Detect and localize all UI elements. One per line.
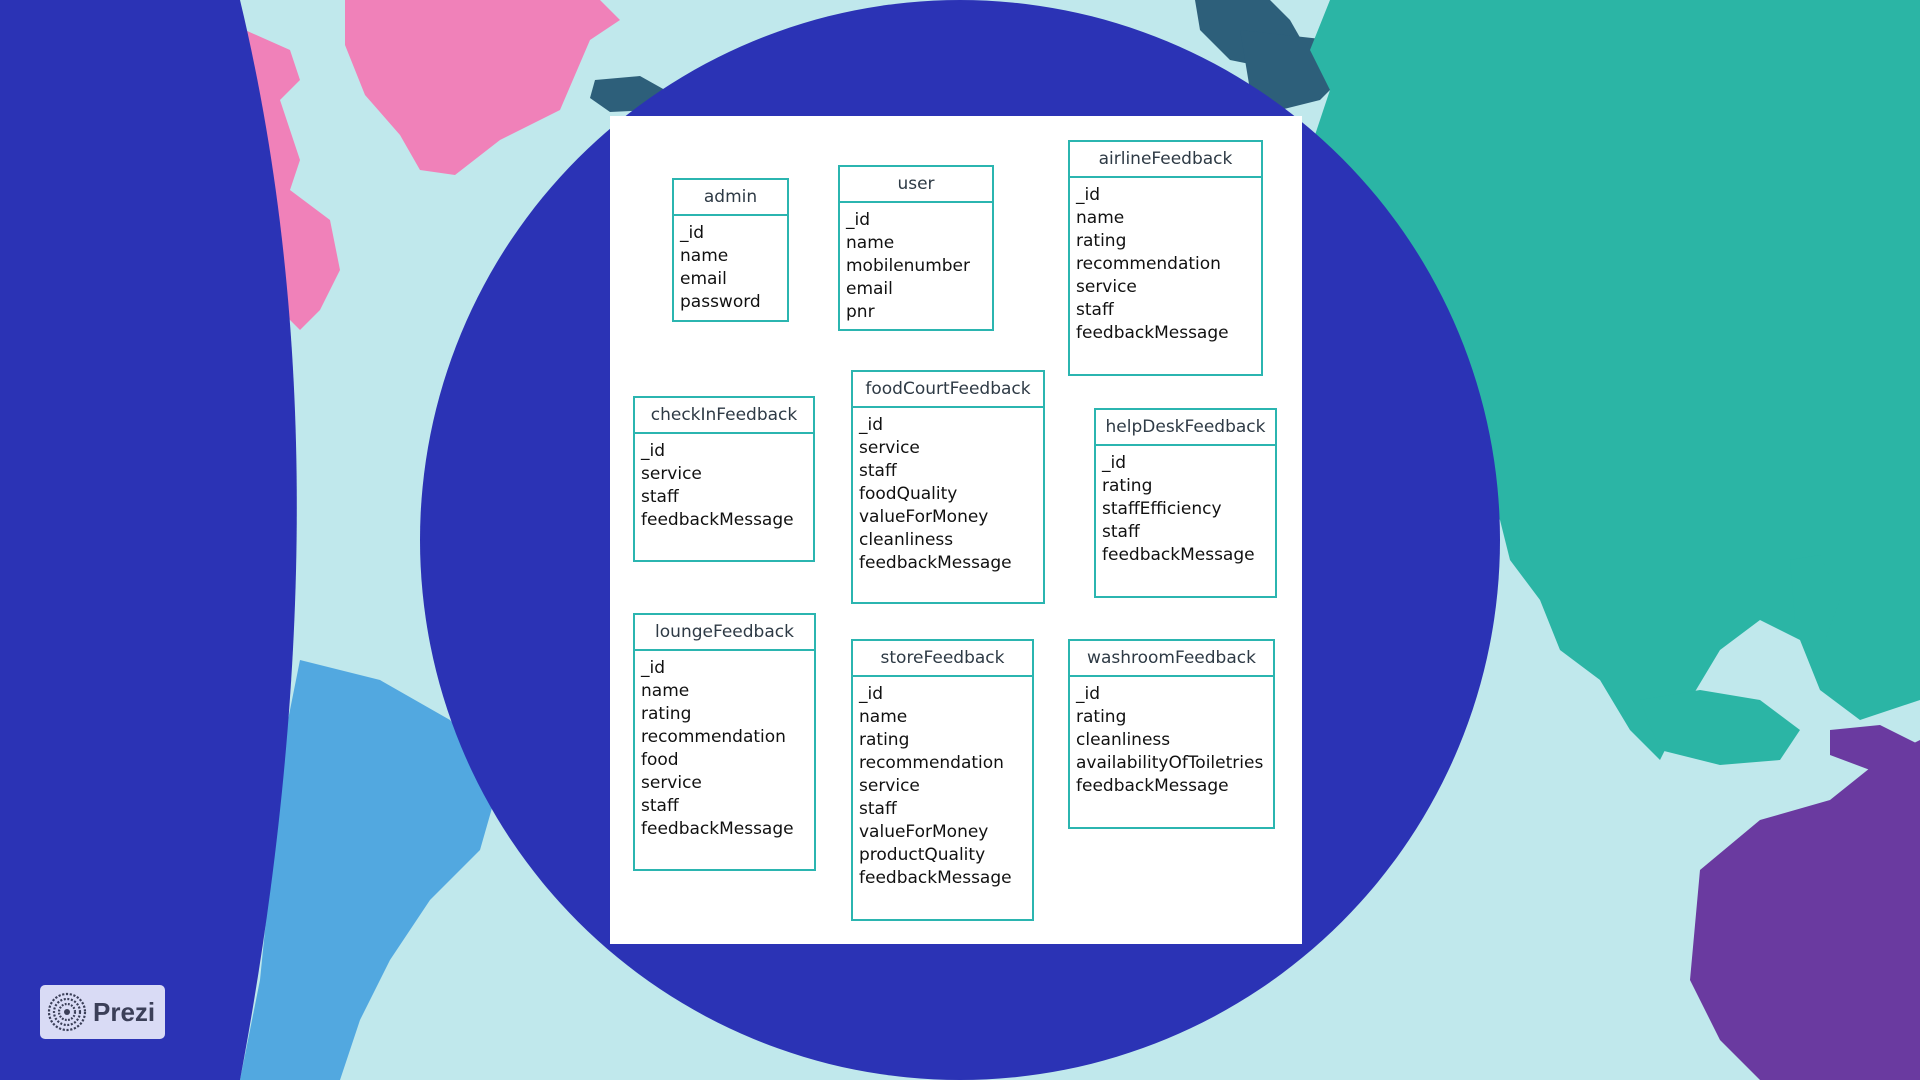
entity-title: washroomFeedback [1070,641,1273,677]
entity-field-list: _id service staff feedbackMessage [635,434,813,532]
entity-field: service [859,776,920,796]
entity-field: recommendation [1076,254,1221,274]
entity-field: availabilityOfToiletries [1076,753,1264,773]
prezi-brand-label: Prezi [93,996,156,1027]
entity-washroom-feedback: washroomFeedback _id rating cleanliness … [1068,639,1275,829]
entity-title: airlineFeedback [1070,142,1261,178]
entity-field: staff [641,796,679,816]
entity-field: _id [1076,185,1101,205]
entity-field-list: _id rating staffEfficiency staff feedbac… [1096,446,1275,567]
entity-field: staff [641,487,679,507]
entity-title: helpDeskFeedback [1096,410,1275,446]
entity-field: staff [1102,522,1140,542]
entity-field: rating [1076,707,1127,727]
entity-field: recommendation [859,753,1004,773]
entity-user: user _id name mobilenumber email pnr [838,165,994,331]
indonesia-shape [1640,690,1800,765]
entity-field: email [846,279,893,299]
entity-title: loungeFeedback [635,615,814,651]
entity-field: _id [1102,453,1127,473]
entity-title: checkInFeedback [635,398,813,434]
entity-field: service [641,464,702,484]
entity-field: _id [680,223,705,243]
new-guinea-shape [1830,725,1920,770]
entity-field-list: _id name rating recommendation food serv… [635,651,814,841]
entity-field: valueForMoney [859,822,989,842]
entity-field-list: _id name rating recommendation service s… [853,677,1032,890]
prezi-logo-button[interactable]: Prezi [40,985,165,1039]
entity-field: food [641,750,679,770]
entity-field: rating [859,730,910,750]
entity-field: feedbackMessage [859,553,1012,573]
entity-field: rating [641,704,692,724]
philippines-shape [1790,555,1840,640]
entity-field-list: _id name rating recommendation service s… [1070,178,1261,345]
entity-field: service [1076,277,1137,297]
prezi-logo-icon [47,992,87,1032]
entity-store-feedback: storeFeedback _id name rating recommenda… [851,639,1034,921]
entity-title: storeFeedback [853,641,1032,677]
entity-field-list: _id service staff foodQuality valueForMo… [853,408,1043,575]
entity-field: productQuality [859,845,986,865]
entity-field: recommendation [641,727,786,747]
entity-field: _id [846,210,871,230]
entity-field-list: _id name mobilenumber email pnr [840,203,992,324]
entity-field: rating [1076,231,1127,251]
entity-field: feedbackMessage [1102,545,1255,565]
entity-field: name [641,681,690,701]
entity-food-court-feedback: foodCourtFeedback _id service staff food… [851,370,1045,604]
entity-field: _id [641,441,666,461]
entity-field: staffEfficiency [1102,499,1222,519]
entity-field: valueForMoney [859,507,989,527]
entity-field: pnr [846,302,875,322]
entity-field: name [1076,208,1125,228]
entity-field: _id [1076,684,1101,704]
entity-field: service [859,438,920,458]
entity-field: staff [859,461,897,481]
entity-field: feedbackMessage [859,868,1012,888]
entity-field-list: _id name email password [674,216,787,314]
entity-field: name [846,233,895,253]
entity-field: service [641,773,702,793]
entity-field: feedbackMessage [641,510,794,530]
entity-field: _id [641,658,666,678]
schema-diagram-card: admin _id name email password user _id n… [610,116,1302,944]
entity-admin: admin _id name email password [672,178,789,322]
entity-field: feedbackMessage [1076,323,1229,343]
entity-title: admin [674,180,787,216]
entity-field: feedbackMessage [1076,776,1229,796]
entity-field: email [680,269,727,289]
left-band-shape [0,0,297,1080]
entity-lounge-feedback: loungeFeedback _id name rating recommend… [633,613,816,871]
entity-field: _id [859,684,884,704]
entity-title: foodCourtFeedback [853,372,1043,408]
entity-airline-feedback: airlineFeedback _id name rating recommen… [1068,140,1263,376]
entity-field: _id [859,415,884,435]
south-america-shape [240,660,500,1080]
greenland-shape [345,0,620,175]
entity-help-desk-feedback: helpDeskFeedback _id rating staffEfficie… [1094,408,1277,598]
entity-title: user [840,167,992,203]
entity-field: feedbackMessage [641,819,794,839]
asia-shape [1310,0,1920,760]
entity-field: staff [859,799,897,819]
entity-field: mobilenumber [846,256,971,276]
entity-field: name [680,246,729,266]
entity-check-in-feedback: checkInFeedback _id service staff feedba… [633,396,815,562]
entity-field: password [680,292,761,312]
entity-field: rating [1102,476,1153,496]
entity-field-list: _id rating cleanliness availabilityOfToi… [1070,677,1273,798]
australia-shape [1690,740,1920,1080]
entity-field: foodQuality [859,484,958,504]
entity-field: cleanliness [1076,730,1171,750]
entity-field: staff [1076,300,1114,320]
entity-field: name [859,707,908,727]
entity-field: cleanliness [859,530,954,550]
